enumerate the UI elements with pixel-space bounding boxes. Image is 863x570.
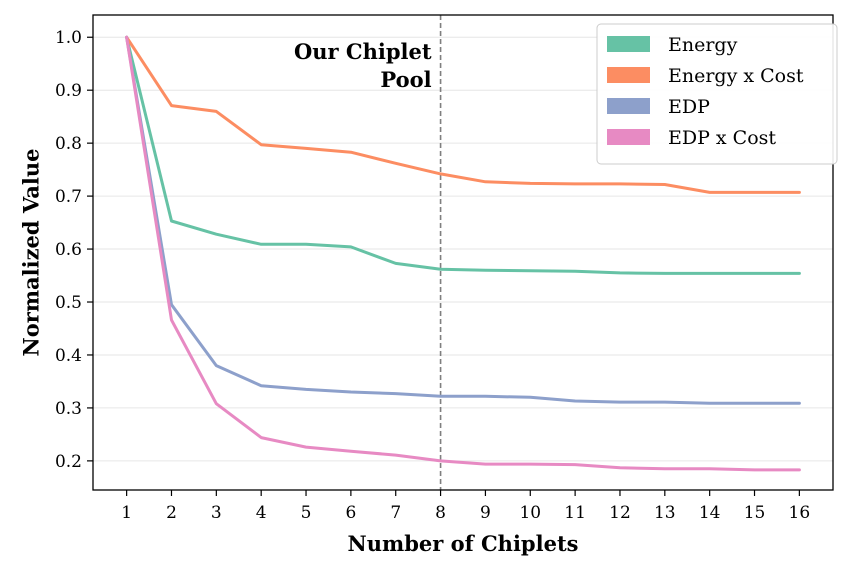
x-tick-label: 13 [654, 503, 676, 523]
x-tick-label: 14 [699, 503, 721, 523]
series-layer [125, 35, 801, 472]
y-tick-label: 0.5 [55, 293, 82, 313]
y-tick-label: 0.9 [55, 81, 82, 101]
y-tick-label: 0.8 [55, 134, 82, 154]
y-tick-label: 0.3 [55, 399, 82, 419]
y-tick-label: 0.2 [55, 452, 82, 472]
legend-label-edp-x-cost: EDP x Cost [668, 127, 776, 149]
x-tick-label: 12 [609, 503, 631, 523]
x-tick-label: 10 [519, 503, 541, 523]
x-tick-label: 4 [256, 503, 267, 523]
x-tick-label: 11 [564, 503, 586, 523]
legend-swatch-energy-x-cost [607, 67, 650, 83]
x-tick-label: 15 [744, 503, 766, 523]
x-tick-label: 7 [390, 503, 401, 523]
legend-swatch-edp [607, 98, 650, 114]
annotation-line-1: Our Chiplet [294, 39, 432, 64]
legend-swatch-energy [607, 36, 650, 52]
x-tick-label: 8 [435, 503, 446, 523]
y-axis-title: Normalized Value [18, 149, 43, 357]
legend-label-edp: EDP [668, 96, 710, 118]
grid [93, 36, 833, 462]
x-axis-title: Number of Chiplets [348, 531, 579, 556]
x-tick-label: 9 [480, 503, 491, 523]
x-tick-label: 2 [166, 503, 177, 523]
legend-box [596, 23, 838, 165]
y-axis: 0.2 0.3 0.4 0.5 0.6 0.7 0.8 0.9 1.0 [55, 28, 93, 472]
series-line-energy-x-cost [125, 35, 801, 194]
series-line-edp-x-cost [125, 35, 801, 472]
x-tick-label: 3 [211, 503, 222, 523]
x-tick-label: 16 [789, 503, 811, 523]
legend-label-energy: Energy [668, 34, 738, 56]
x-tick-label: 1 [121, 503, 132, 523]
annotation-line-2: Pool [380, 67, 431, 92]
plot-frame [92, 14, 834, 491]
legend: Energy Energy x Cost EDP EDP x Cost [596, 23, 838, 165]
x-tick-label: 6 [345, 503, 356, 523]
legend-swatch-edp-x-cost [607, 129, 650, 145]
y-tick-label: 1.0 [55, 28, 82, 48]
x-tick-label: 5 [301, 503, 312, 523]
x-axis: 1 2 3 4 5 6 7 8 9 10 11 12 13 14 15 16 [121, 490, 810, 523]
y-tick-label: 0.6 [55, 240, 82, 260]
legend-label-energy-x-cost: Energy x Cost [668, 65, 804, 87]
y-tick-label: 0.4 [55, 346, 82, 366]
y-tick-label: 0.7 [55, 187, 82, 207]
series-line-edp [125, 35, 801, 405]
series-line-energy [125, 35, 801, 275]
